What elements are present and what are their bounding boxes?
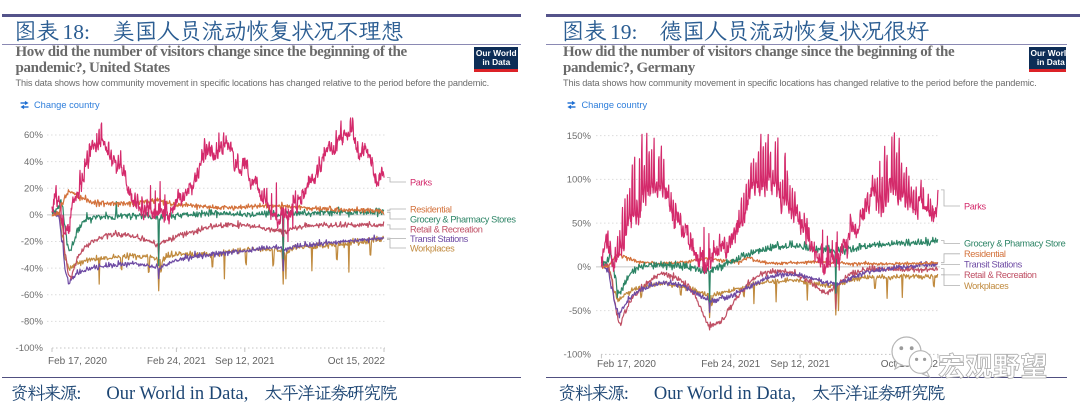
svg-text:40%: 40% [24,157,44,168]
svg-text:Parks: Parks [964,201,986,211]
svg-text:100%: 100% [567,175,592,186]
svg-text:Oct 15, 2022: Oct 15, 2022 [328,356,386,367]
svg-text:Sep 12, 2021: Sep 12, 2021 [770,359,830,370]
svg-text:Retail & Recreation: Retail & Recreation [964,270,1037,280]
svg-text:Feb 17, 2020: Feb 17, 2020 [48,356,107,367]
svg-text:-40%: -40% [21,263,44,274]
svg-text:Feb 24, 2021: Feb 24, 2021 [147,356,206,367]
svg-text:20%: 20% [24,184,44,195]
svg-text:-50%: -50% [569,306,592,317]
svg-text:Grocery & Pharmacy Stores: Grocery & Pharmacy Stores [410,214,516,224]
svg-text:Residential: Residential [410,204,452,214]
svg-text:Grocery & Pharmacy Store: Grocery & Pharmacy Store [964,239,1066,249]
svg-text:Feb 17, 2020: Feb 17, 2020 [597,359,656,370]
svg-text:Parks: Parks [410,177,432,187]
svg-text:-60%: -60% [21,290,44,301]
svg-text:0%: 0% [577,262,591,273]
svg-text:-20%: -20% [21,237,44,248]
svg-text:150%: 150% [567,131,592,142]
svg-text:0%: 0% [29,210,43,221]
svg-text:Transit Stations: Transit Stations [964,260,1023,270]
svg-text:Sep 12, 2021: Sep 12, 2021 [215,356,275,367]
svg-text:Retail & Recreation: Retail & Recreation [410,224,483,234]
svg-text:50%: 50% [572,218,592,229]
svg-text:Transit Stations: Transit Stations [410,234,469,244]
svg-text:-80%: -80% [21,317,44,328]
svg-text:Workplaces: Workplaces [410,243,455,253]
svg-text:60%: 60% [24,130,44,141]
svg-text:Workplaces: Workplaces [964,281,1009,291]
svg-text:Feb 24, 2021: Feb 24, 2021 [701,359,760,370]
svg-text:-100%: -100% [16,343,44,354]
svg-text:-100%: -100% [564,350,592,361]
svg-text:Residential: Residential [964,249,1006,259]
